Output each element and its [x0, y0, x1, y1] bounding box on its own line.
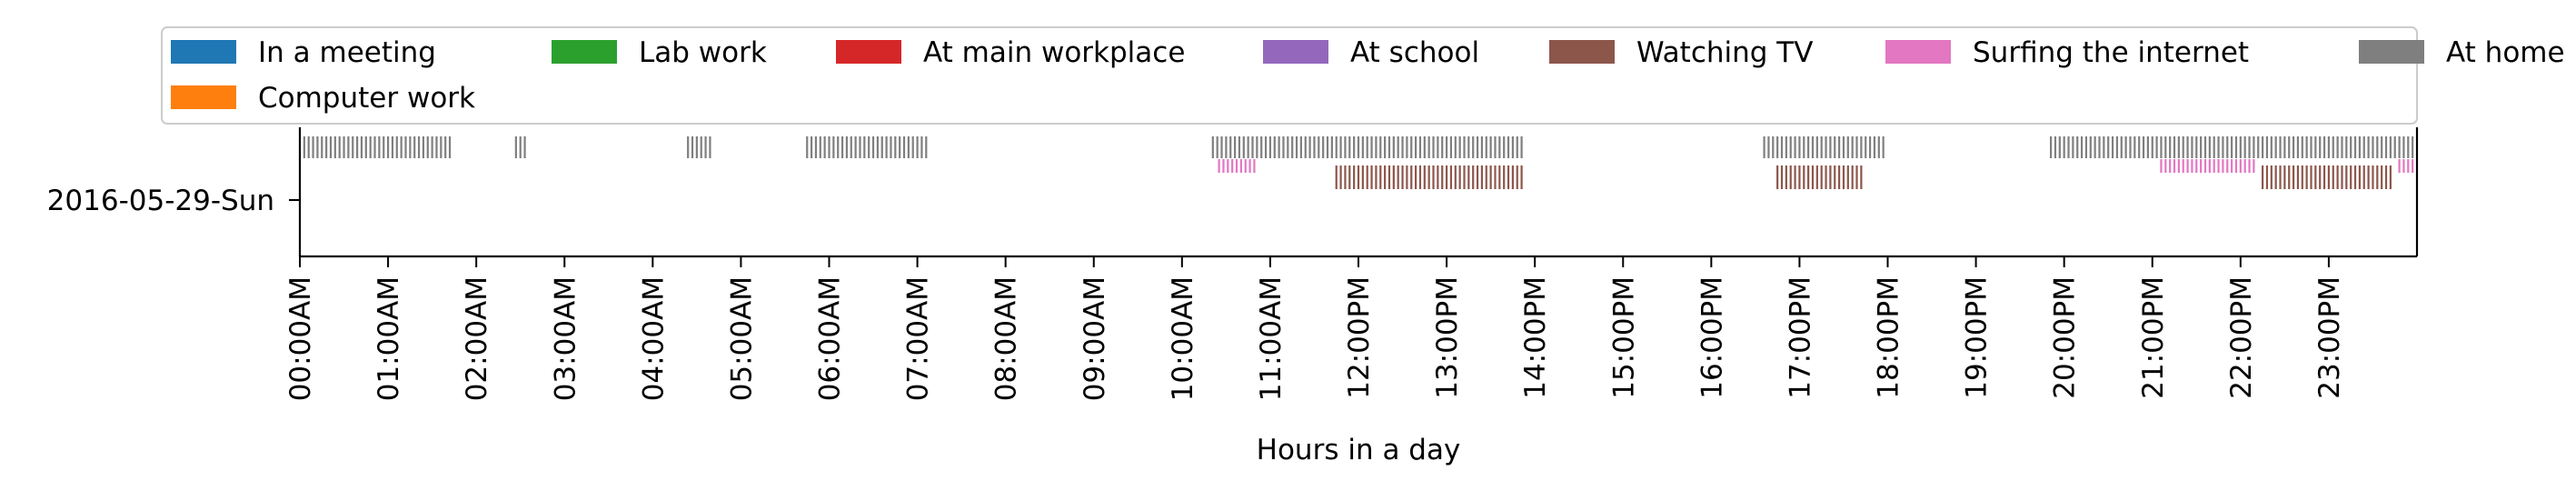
x-tick-label: 16:00PM — [1696, 276, 1728, 399]
legend-label: Watching TV — [1636, 36, 1813, 69]
legend-swatch — [1885, 40, 1951, 64]
y-tick-label: 2016-05-29-Sun — [47, 185, 274, 217]
x-tick-label: 10:00AM — [1167, 276, 1199, 401]
x-tick-label: 02:00AM — [461, 276, 493, 401]
legend-frame — [161, 26, 2418, 125]
x-axis-label: Hours in a day — [1257, 434, 1461, 466]
axes: 00:00AM 01:00AM 02:00AM 03:00AM 04:00AM 05:00… — [47, 127, 2419, 401]
x-tick-label: 00:00AM — [284, 276, 317, 401]
x-tick-label: 20:00PM — [2049, 276, 2082, 399]
legend-label: Surfing the internet — [1973, 36, 2249, 69]
legend-label: At school — [1350, 36, 1479, 69]
x-tick-label: 18:00PM — [1873, 276, 1905, 399]
x-tick-label: 23:00PM — [2313, 276, 2346, 399]
legend-label: Computer work — [258, 82, 475, 115]
x-tick-label: 11:00AM — [1255, 276, 1288, 401]
x-tick-label: 07:00AM — [902, 276, 935, 401]
legend-label: In a meeting — [258, 36, 436, 69]
x-tick-label: 21:00PM — [2137, 276, 2170, 399]
legend-swatch — [836, 40, 901, 64]
x-tick-label: 01:00AM — [373, 276, 405, 401]
legend-label: At main workplace — [923, 36, 1185, 69]
x-tick-label: 12:00PM — [1343, 276, 1376, 399]
legend-swatch — [171, 85, 236, 109]
legend: In a meeting Lab work At main workplace At … — [161, 26, 2565, 125]
x-tick-label: 04:00AM — [637, 276, 670, 401]
x-tick-label: 13:00PM — [1431, 276, 1464, 399]
legend-label: Lab work — [639, 36, 767, 69]
x-tick-label: 06:00AM — [814, 276, 847, 401]
event-marks — [303, 136, 2414, 189]
legend-swatch — [552, 40, 617, 64]
x-tick-label: 19:00PM — [1961, 276, 1994, 399]
legend-label: At home — [2446, 36, 2565, 69]
x-tick-label: 05:00AM — [725, 276, 758, 401]
x-tick-label: 08:00AM — [990, 276, 1023, 401]
x-tick-label: 15:00PM — [1607, 276, 1640, 399]
legend-swatch — [2359, 40, 2424, 64]
x-tick-label: 22:00PM — [2225, 276, 2258, 399]
x-tick-label: 03:00AM — [549, 276, 582, 401]
x-tick-label: 17:00PM — [1784, 276, 1816, 399]
x-tick-label: 09:00AM — [1079, 276, 1111, 401]
x-tick-label: 14:00PM — [1519, 276, 1552, 399]
legend-swatch — [171, 40, 236, 64]
legend-swatch — [1549, 40, 1615, 64]
legend-swatch — [1263, 40, 1328, 64]
